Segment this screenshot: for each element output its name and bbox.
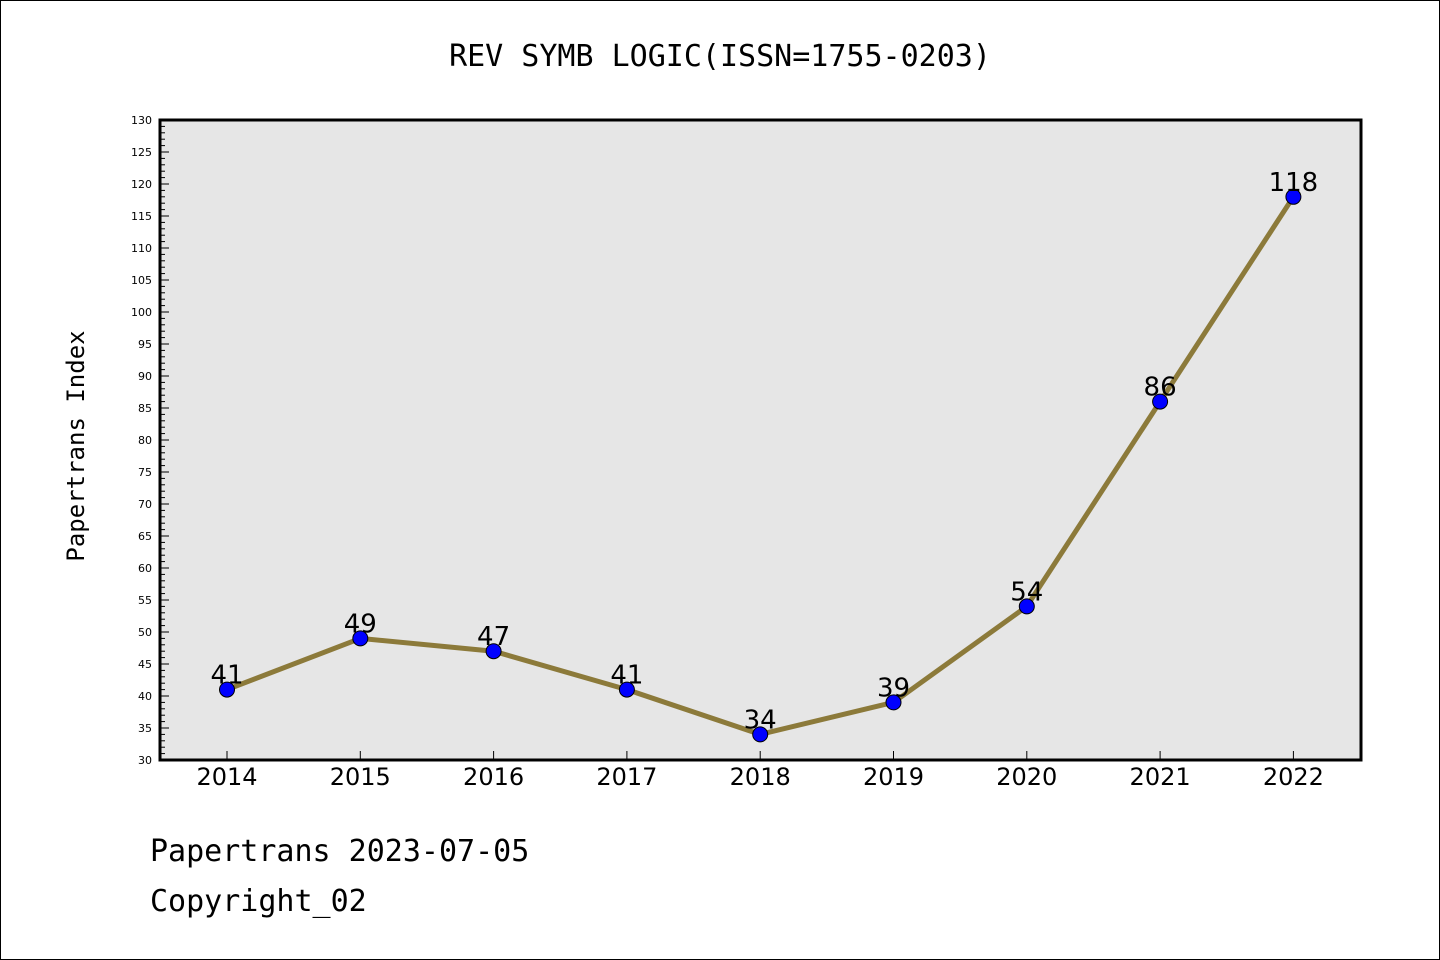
y-tick-label: 95 — [138, 338, 152, 351]
y-tick-label: 30 — [138, 754, 152, 767]
series-layer: 41 49 47 41 34 39 54 86 118 — [210, 168, 1319, 743]
data-label: 86 — [1144, 373, 1177, 403]
y-tick-label: 130 — [131, 114, 152, 127]
x-tick-label: 2015 — [330, 763, 391, 791]
y-tick-label: 90 — [138, 370, 152, 383]
x-tick-label: 2014 — [196, 763, 257, 791]
data-point — [618, 681, 635, 698]
data-label: 47 — [477, 622, 510, 652]
y-axis-label: Papertrans Index — [62, 330, 90, 561]
data-point — [1285, 188, 1302, 205]
x-tick-label: 2021 — [1130, 763, 1191, 791]
x-tick-label: 2019 — [863, 763, 924, 791]
data-label: 41 — [610, 661, 643, 691]
y-tick-label: 115 — [131, 210, 152, 223]
y-tick-label: 80 — [138, 434, 152, 447]
data-point — [352, 630, 369, 647]
y-tick-label: 120 — [131, 178, 152, 191]
y-tick-label: 40 — [138, 690, 152, 703]
y-tick-label: 125 — [131, 146, 152, 159]
data-label: 41 — [210, 661, 243, 691]
footer-date: Papertrans 2023-07-05 — [150, 834, 530, 869]
y-tick-label: 100 — [131, 306, 152, 319]
y-tick-label: 55 — [138, 594, 152, 607]
data-point — [885, 694, 902, 711]
y-tick-label: 105 — [131, 274, 152, 287]
y-tick-label: 75 — [138, 466, 152, 479]
x-tick-label: 2018 — [730, 763, 791, 791]
data-label: 39 — [877, 673, 910, 703]
y-tick-label: 50 — [138, 626, 152, 639]
y-tick-label: 45 — [138, 658, 152, 671]
data-point — [1152, 393, 1169, 410]
x-tick-label: 2016 — [463, 763, 524, 791]
data-label: 118 — [1269, 168, 1319, 198]
data-label: 54 — [1010, 577, 1043, 607]
y-tick-label: 65 — [138, 530, 152, 543]
data-label: 34 — [744, 705, 777, 735]
y-tick-label: 110 — [131, 242, 152, 255]
data-point — [219, 681, 235, 698]
x-tick-label: 2020 — [996, 763, 1057, 791]
y-tick-label: 35 — [138, 722, 152, 735]
x-tick-label: 2017 — [596, 763, 657, 791]
y-tick-label: 60 — [138, 562, 152, 575]
y-axis-ticks: 30 35 40 45 50 55 60 65 70 75 80 85 90 95 100 105 110 115… — [131, 114, 169, 767]
x-axis-ticks: 2014 2015 2016 2017 2018 2019 2020 2021 2022 — [196, 751, 1324, 791]
data-point — [752, 726, 769, 743]
y-tick-label: 70 — [138, 498, 152, 511]
data-point — [1018, 598, 1035, 615]
x-tick-label: 2022 — [1263, 763, 1324, 791]
y-tick-label: 85 — [138, 402, 152, 415]
plot-area — [158, 118, 1363, 762]
data-label: 49 — [344, 609, 377, 639]
data-point — [485, 643, 502, 660]
footer-copyright: Copyright_02 — [150, 884, 367, 919]
chart-title: REV SYMB LOGIC(ISSN=1755-0203) — [449, 39, 991, 74]
